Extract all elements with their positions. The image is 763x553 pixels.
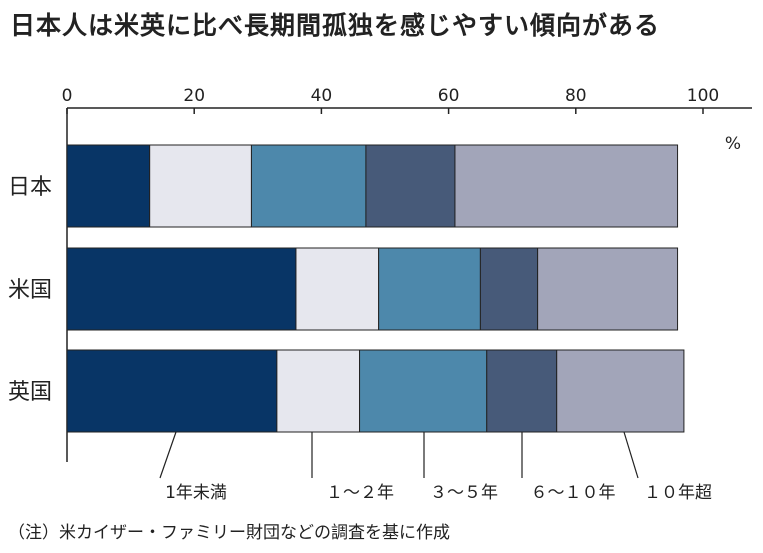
x-tick-label: 20 [183, 86, 205, 106]
category-label: 日本 [8, 175, 52, 200]
bar-segment [276, 349, 361, 433]
category-label: 米国 [8, 278, 52, 303]
bar-segment [378, 247, 481, 331]
bar-segment [66, 247, 297, 331]
bar-segment [250, 144, 367, 228]
legend-label: 1年未満 [165, 483, 227, 503]
bar-segment [149, 144, 252, 228]
legend-leader-line [623, 431, 639, 479]
bar-segment [359, 349, 488, 433]
legend-label: ６～１０年 [531, 483, 616, 503]
bar-segment [556, 349, 685, 433]
footnote: （注）米カイザー・ファミリー財団などの調査を基に作成 [8, 523, 450, 543]
bar-segment [486, 349, 558, 433]
x-tick-label: 0 [62, 86, 73, 106]
bar-segment [295, 247, 380, 331]
x-tick-label: 40 [311, 86, 333, 106]
chart-title: 日本人は米英に比べ長期間孤独を感じやすい傾向がある [10, 11, 661, 40]
unit-label: % [725, 134, 741, 154]
bar-segment [479, 247, 539, 331]
x-tick-label: 100 [687, 86, 719, 106]
bar-segment [454, 144, 679, 228]
x-tick-label: 60 [438, 86, 460, 106]
bar-segment [66, 349, 278, 433]
bar-segment [365, 144, 456, 228]
legend-label: ３～５年 [430, 483, 498, 503]
category-label: 英国 [8, 380, 52, 405]
legend-leader-line [159, 431, 177, 479]
bar-segment [537, 247, 679, 331]
bar-segment [66, 144, 151, 228]
legend-label: １～２年 [326, 483, 394, 503]
legend-label: １０年超 [644, 483, 712, 503]
x-tick-label: 80 [565, 86, 587, 106]
